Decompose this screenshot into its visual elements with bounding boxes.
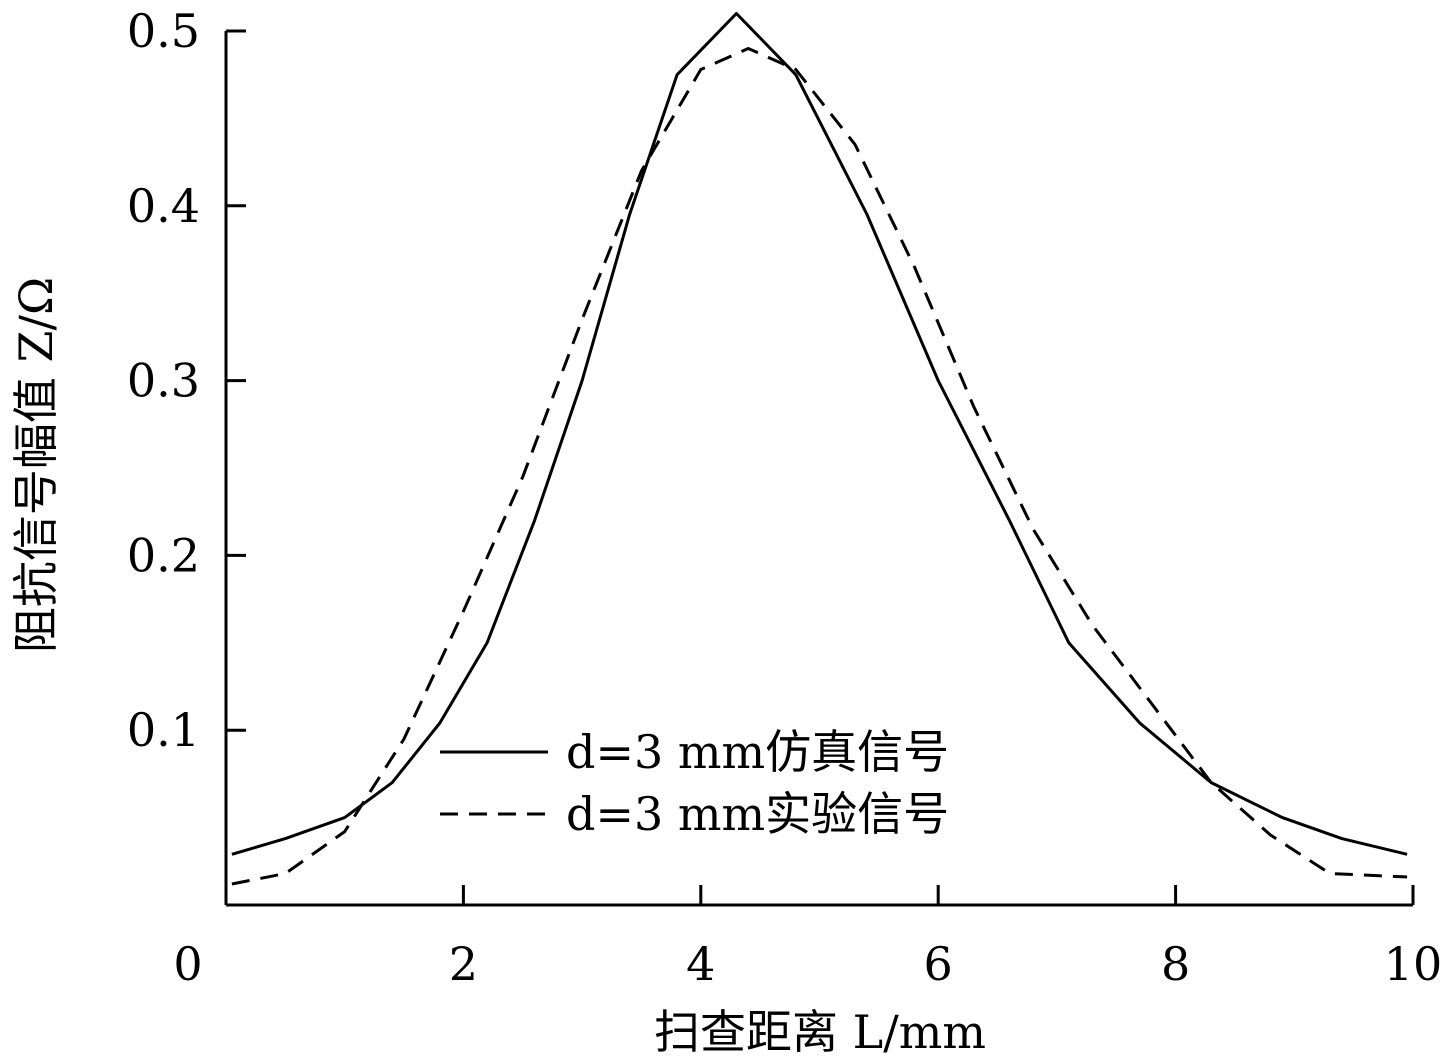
x-axis-title: 扫查距离 L/mm <box>654 1005 986 1059</box>
y-tick-label: 0.2 <box>127 528 200 582</box>
x-tick-label: 10 <box>1384 937 1443 991</box>
legend: d=3 mm仿真信号 d=3 mm实验信号 <box>440 725 949 841</box>
legend-label-1: d=3 mm仿真信号 <box>566 725 949 779</box>
x-tick-label: 0 <box>173 937 202 991</box>
x-tick-label: 8 <box>1161 937 1190 991</box>
y-tick-label: 0.3 <box>127 354 200 408</box>
x-tick-label: 6 <box>924 937 953 991</box>
tick-labels: 0 2 4 6 8 10 0.1 0.2 0.3 0.4 0.5 <box>127 4 1442 991</box>
y-tick-label: 0.5 <box>127 4 200 58</box>
series-line-1 <box>231 12 1408 856</box>
legend-label-2: d=3 mm实验信号 <box>566 787 949 841</box>
y-tick-label: 0.4 <box>127 179 200 233</box>
x-tick-label: 4 <box>686 937 715 991</box>
y-axis-title: 阻抗信号幅值 Z/Ω <box>9 277 63 653</box>
series-layer <box>231 12 1408 886</box>
y-tick-label: 0.1 <box>127 703 200 757</box>
series-line-2 <box>231 47 1408 886</box>
axes <box>224 29 1415 907</box>
x-tick-label: 2 <box>449 937 478 991</box>
